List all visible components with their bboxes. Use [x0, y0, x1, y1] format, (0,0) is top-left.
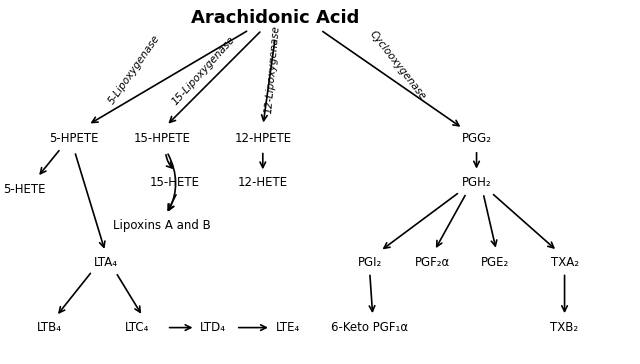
Text: PGE₂: PGE₂	[481, 256, 509, 269]
Text: LTB₄: LTB₄	[36, 321, 61, 334]
Text: 5-Lipoxygenase: 5-Lipoxygenase	[106, 33, 161, 106]
Text: Lipoxins A and B: Lipoxins A and B	[113, 219, 211, 232]
Text: 12-HETE: 12-HETE	[237, 175, 288, 189]
Text: 12-HPETE: 12-HPETE	[234, 132, 291, 145]
Text: 15-Lipoxygenase: 15-Lipoxygenase	[170, 35, 236, 107]
Text: PGI₂: PGI₂	[358, 256, 382, 269]
Text: LTD₄: LTD₄	[200, 321, 225, 334]
Text: PGH₂: PGH₂	[461, 175, 492, 189]
Text: LTE₄: LTE₄	[276, 321, 300, 334]
Text: 6-Keto PGF₁α: 6-Keto PGF₁α	[331, 321, 408, 334]
Text: 5-HPETE: 5-HPETE	[49, 132, 99, 145]
Text: Arachidonic Acid: Arachidonic Acid	[191, 9, 360, 27]
Text: 12-Lipoxygenase: 12-Lipoxygenase	[264, 25, 281, 114]
Text: 15-HPETE: 15-HPETE	[134, 132, 191, 145]
Text: PGG₂: PGG₂	[461, 132, 492, 145]
Text: TXA₂: TXA₂	[550, 256, 579, 269]
Text: 5-HETE: 5-HETE	[3, 183, 45, 196]
Text: LTA₄: LTA₄	[93, 256, 118, 269]
Text: TXB₂: TXB₂	[550, 321, 579, 334]
Text: LTC₄: LTC₄	[125, 321, 149, 334]
Text: Cyclooxygenase: Cyclooxygenase	[368, 29, 428, 102]
Text: PGF₂α: PGF₂α	[415, 256, 450, 269]
Text: 15-HETE: 15-HETE	[150, 175, 200, 189]
